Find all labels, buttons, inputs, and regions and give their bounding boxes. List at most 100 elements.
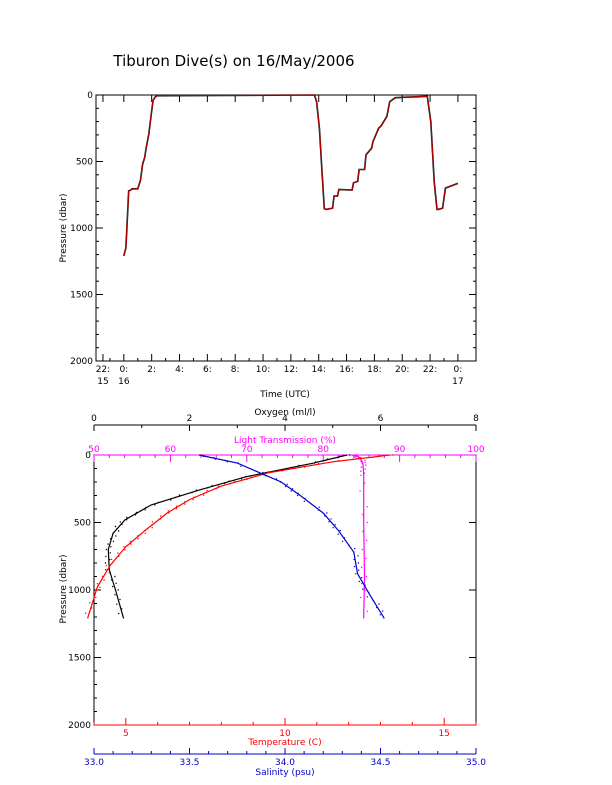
oxygen-profile-point <box>109 558 111 561</box>
page-title: Tiburon Dive(s) on 16/May/2006 <box>112 52 354 70</box>
oxygen-profile-point <box>104 562 107 564</box>
light-transmission-profile-point <box>364 459 366 462</box>
oxygen-profile-point <box>207 487 209 489</box>
salinity-profile-point <box>285 485 287 488</box>
temperature-profile-point <box>95 596 97 599</box>
top-x-tick-label: 20: <box>395 365 409 375</box>
bottom-y-tick-label: 500 <box>74 519 91 529</box>
bottom-y-tick-label: 0 <box>85 451 91 461</box>
salinity-profile-point <box>366 596 369 598</box>
oxygen-profile-point <box>107 543 109 545</box>
oxygen-profile-point <box>174 496 176 499</box>
oxygen-profile-point <box>121 608 123 610</box>
top-x-tick-label: 0: <box>119 365 128 375</box>
temperature-profile-point <box>123 546 125 548</box>
salinity-axis-label: Salinity (psu) <box>255 768 314 778</box>
salinity-profile-point <box>343 537 346 539</box>
top-x-tick-label-date: 15 <box>97 377 108 387</box>
temperature-profile-point <box>93 591 95 594</box>
light-transmission-profile-point <box>360 466 363 468</box>
oxygen-profile-point <box>119 521 122 523</box>
salinity-profile-point <box>291 488 294 490</box>
oxygen-profile-point <box>144 509 146 511</box>
top-x-tick-label: 22: <box>96 365 110 375</box>
light-transmission-tick-label: 80 <box>317 445 329 455</box>
light-transmission-profile-point <box>362 530 364 533</box>
temperature-profile-point <box>217 485 220 487</box>
temperature-profile-point <box>117 552 119 554</box>
light-transmission-profile-point <box>365 539 368 542</box>
salinity-profile-point <box>290 490 292 492</box>
oxygen-profile-point <box>110 546 112 548</box>
temperature-profile-point <box>144 529 146 532</box>
light-transmission-profile-point <box>361 548 363 551</box>
pressure-time-chart: Pressure (dbar) Time (UTC) 0 500 1000 1500 2… <box>59 91 477 400</box>
oxygen-profile-point <box>112 532 114 534</box>
oxygen-profile-point <box>240 478 243 480</box>
salinity-tick-label: 35.0 <box>466 758 486 768</box>
temperature-profile-point <box>108 572 111 574</box>
oxygen-profile-point <box>195 489 198 491</box>
top-plot-frame <box>95 94 477 362</box>
salinity-profile-point <box>358 569 360 571</box>
oxygen-profile-point <box>105 555 107 557</box>
pressure-trace-line <box>123 94 459 257</box>
oxygen-tick-label: 8 <box>473 414 479 424</box>
salinity-profile-point <box>364 584 366 586</box>
oxygen-profile-point <box>325 459 327 462</box>
light-transmission-profile-point <box>360 582 363 585</box>
oxygen-profile-point <box>313 462 316 464</box>
top-x-tick-label: 2: <box>147 365 156 375</box>
oxygen-profile-point <box>314 461 317 463</box>
oxygen-profile-line <box>107 454 348 619</box>
temperature-profile-point <box>378 455 380 457</box>
temperature-profile-point <box>118 555 120 557</box>
top-x-axis-label: Time (UTC) <box>259 390 310 400</box>
bottom-y-tick-label: 1000 <box>68 586 91 596</box>
temperature-profile-point <box>332 461 335 463</box>
oxygen-tick-label: 2 <box>187 414 193 424</box>
temperature-profile-point <box>352 458 354 461</box>
light-transmission-profile-point <box>360 470 362 472</box>
temperature-profile-point <box>184 503 186 505</box>
salinity-profile-point <box>341 540 344 543</box>
light-transmission-tick-label: 50 <box>88 445 100 455</box>
salinity-profile-point <box>275 478 278 480</box>
salinity-profile-point <box>362 588 364 590</box>
light-transmission-profile-line <box>353 454 366 619</box>
salinity-profile-point <box>326 512 328 514</box>
top-x-tick-label: 14: <box>311 365 325 375</box>
temperature-profile-point <box>84 612 87 614</box>
light-transmission-profile-point <box>359 490 361 492</box>
oxygen-profile-point <box>228 480 230 482</box>
salinity-profile-point <box>224 459 227 462</box>
temperature-profile-point <box>137 535 139 537</box>
salinity-profile-point <box>303 500 305 503</box>
salinity-profile-point <box>358 580 360 583</box>
salinity-profile-point <box>339 529 341 532</box>
temperature-profile-point <box>105 565 108 567</box>
temperature-profile-point <box>110 558 113 561</box>
light-transmission-profile-point <box>355 454 358 456</box>
light-transmission-profile-point <box>365 464 367 466</box>
light-transmission-profile-point <box>363 482 366 484</box>
oxygen-profile-point <box>298 464 300 467</box>
light-transmission-profile-point <box>361 462 363 464</box>
salinity-tick-label: 34.0 <box>275 758 295 768</box>
light-transmission-axis-label: Light Transmission (%) <box>234 436 336 446</box>
salinity-tick-label: 33.0 <box>84 758 104 768</box>
oxygen-profile-point <box>119 598 121 601</box>
salinity-profile-point <box>317 509 320 511</box>
temperature-profile-point <box>358 457 360 460</box>
oxygen-profile-point <box>178 494 181 496</box>
bottom-y-tick-label: 2000 <box>68 721 91 731</box>
top-x-tick-label: 4: <box>175 365 184 375</box>
oxygen-axis-label: Oxygen (ml/l) <box>254 408 315 418</box>
light-transmission-profile-point <box>353 455 355 458</box>
light-transmission-profile-point <box>366 610 369 613</box>
light-transmission-tick-label: 60 <box>165 445 177 455</box>
light-transmission-profile-point <box>359 596 362 599</box>
temperature-profile-point <box>91 607 93 609</box>
temperature-profile-point <box>103 579 105 581</box>
profile-chart: Pressure (dbar) Oxygen (ml/l) Light Tran… <box>59 408 486 778</box>
